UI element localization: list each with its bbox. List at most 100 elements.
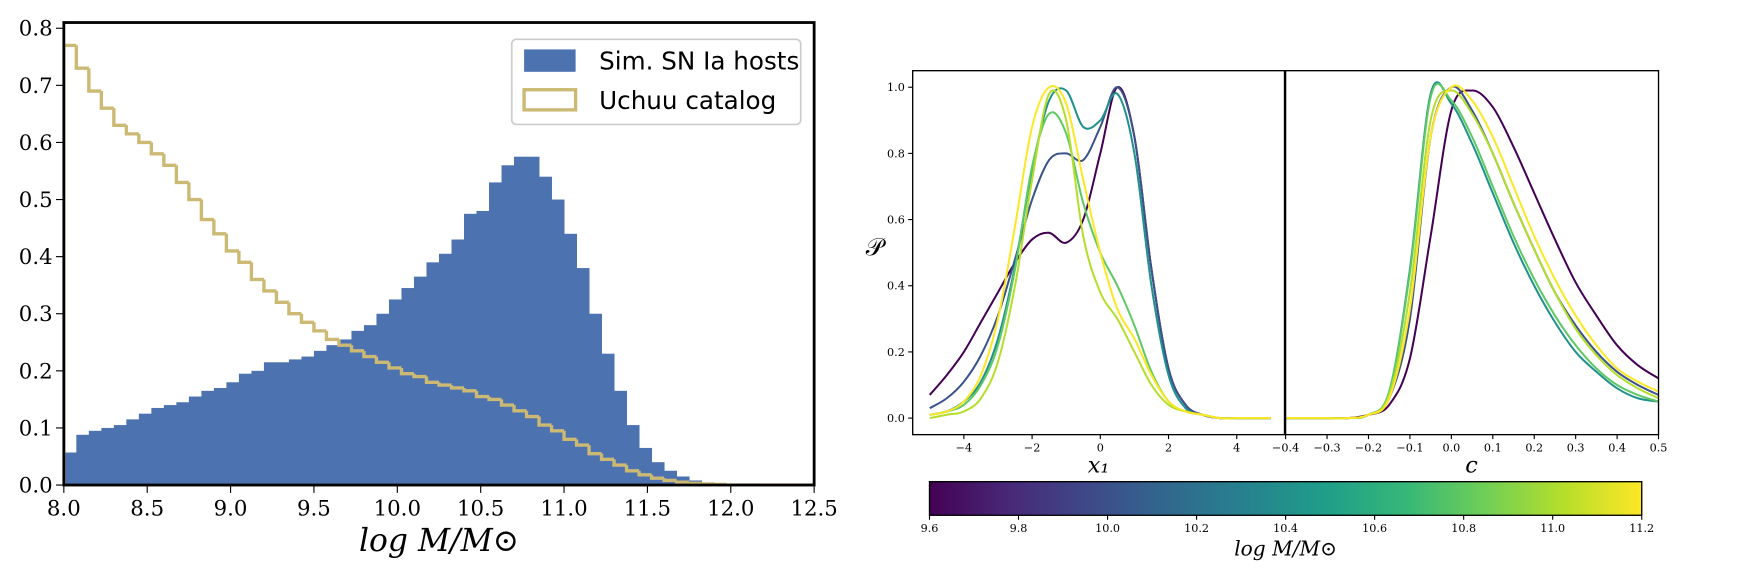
step-segment [362, 350, 377, 359]
x-tick-label: 11.0 [1540, 522, 1565, 535]
bar [301, 356, 315, 486]
y-tick-label: 0.7 [19, 74, 53, 99]
step-segment [63, 43, 77, 486]
step-segment [374, 356, 389, 364]
y-tick-label: 0.4 [19, 245, 53, 270]
step-segment [174, 165, 189, 185]
x-axis-label: x₁ [1088, 453, 1110, 479]
x-tick-label: 10.8 [1451, 522, 1476, 535]
legend-label: Sim. SN Ia hosts [599, 47, 799, 76]
bar [76, 434, 90, 486]
bar [201, 390, 215, 486]
step-segment [274, 290, 289, 304]
y-tick-label: 0.0 [19, 473, 53, 498]
x-tick-label: −2 [1024, 441, 1040, 454]
x-tick-label: 9.5 [297, 496, 331, 521]
plot-area [63, 43, 815, 486]
bar [388, 299, 402, 486]
bar [564, 233, 577, 486]
step-segment [124, 125, 139, 136]
bar [276, 362, 290, 486]
plot-area [1285, 81, 1659, 420]
x-tick-label: −0.3 [1313, 441, 1340, 454]
x-tick-label: 0.5 [1650, 441, 1668, 454]
step-segment [212, 219, 227, 236]
bar [288, 359, 302, 486]
bar [338, 339, 352, 486]
step-segment [637, 470, 652, 477]
x-axis-label: log M/M⊙ [1234, 537, 1337, 561]
curve [1285, 81, 1659, 420]
step-segment [399, 367, 414, 376]
step-segment [99, 91, 114, 110]
step-segment [74, 45, 89, 70]
bar [138, 413, 152, 486]
bar [551, 199, 565, 486]
bar [539, 176, 552, 486]
step-segment [187, 182, 202, 202]
y-tick-label: 0.3 [19, 302, 53, 327]
axes-frame [1284, 70, 1660, 436]
colorbar [929, 481, 1642, 516]
step-segment [387, 362, 402, 370]
bar [451, 239, 465, 486]
bar [63, 452, 77, 486]
curve [929, 85, 1271, 420]
bar [326, 345, 340, 486]
step-segment [549, 425, 565, 433]
axes-frame [912, 70, 1286, 436]
bar [313, 350, 327, 486]
step-segment [312, 322, 327, 333]
step-segment [162, 153, 177, 167]
step-segment [512, 405, 527, 413]
step-segment [137, 133, 152, 145]
x-tick-label: 0 [1097, 441, 1104, 454]
bar [464, 213, 477, 486]
step-segment [624, 465, 640, 473]
y-tick-label: 0.2 [19, 359, 53, 384]
step-segment [612, 459, 627, 467]
bar [413, 276, 427, 486]
bar [363, 325, 377, 486]
x-tick-label: 11.0 [540, 496, 587, 521]
y-axis-label: 𝒫 [866, 232, 887, 261]
step-segment [349, 345, 364, 353]
x-tick-label: 10.5 [457, 496, 504, 521]
x-tick-label: 8.5 [130, 496, 164, 521]
step-segment [224, 233, 239, 253]
x-tick-label: 12.0 [707, 496, 754, 521]
x-tick-label: 2 [1165, 441, 1172, 454]
step-segment [462, 387, 477, 393]
bar [401, 288, 415, 486]
step-segment [674, 480, 690, 484]
x-tick-label: 11.2 [1629, 522, 1654, 535]
x-tick-label: 8.0 [47, 496, 81, 521]
bar [251, 370, 265, 486]
x-tick-label: 0.3 [1567, 441, 1585, 454]
bar [263, 362, 277, 486]
bar [438, 253, 452, 486]
step-segment [574, 439, 590, 447]
y-tick-label: 0.6 [887, 213, 905, 226]
x-tick-label: 0.4 [1608, 441, 1626, 454]
x-tick-label: 10.0 [1095, 522, 1120, 535]
x-tick-label: −0.1 [1396, 441, 1423, 454]
step-segment [524, 410, 540, 419]
step-segment [287, 302, 302, 316]
legend-label: Uchuu catalog [599, 86, 776, 115]
y-tick-label: 0.4 [887, 280, 905, 293]
bar [426, 262, 440, 486]
bar [514, 156, 527, 486]
x-tick-label: 10.6 [1362, 522, 1387, 535]
bar [526, 156, 540, 486]
step-segment [87, 68, 102, 93]
x-tick-label: 9.6 [921, 522, 939, 535]
plot-area [928, 85, 1271, 420]
bar [376, 313, 390, 486]
step-segment [299, 313, 314, 324]
bar [213, 387, 227, 486]
curve [1285, 82, 1659, 420]
curve [1285, 89, 1659, 420]
bar [501, 165, 515, 486]
x-tick-label: 10.2 [1184, 522, 1209, 535]
